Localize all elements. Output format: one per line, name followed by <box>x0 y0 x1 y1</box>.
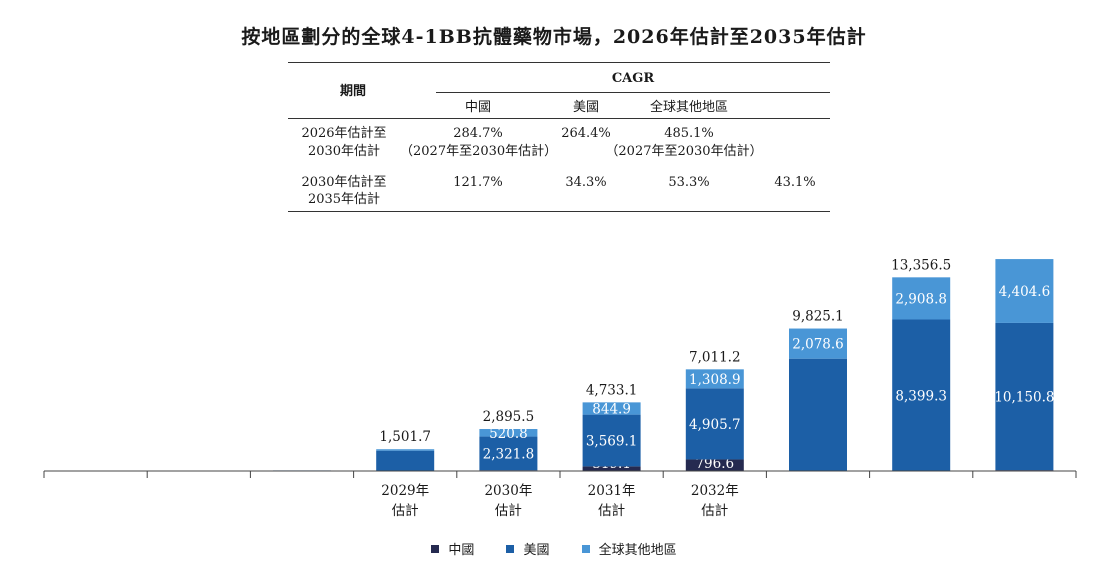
data-label-rest-6: 1,308.9 <box>689 372 741 388</box>
bar-usa-6 <box>685 388 744 460</box>
header-cagr: CAGR <box>611 71 655 86</box>
data-label-usa-5: 3,569.1 <box>586 433 638 449</box>
table-bottom-rule <box>288 211 830 212</box>
row2-total: 43.1% <box>774 175 816 190</box>
table-top-rule <box>288 62 830 63</box>
data-label-rest-9: 4,404.6 <box>999 284 1051 300</box>
legend: 中國 美國 全球其他地區 <box>0 539 1108 558</box>
row2-rest: 53.3% <box>668 175 710 190</box>
header-rest: 全球其他地區 <box>649 100 728 115</box>
data-label-usa-8: 8,399.3 <box>895 388 947 404</box>
bar-rest-9 <box>995 259 1054 323</box>
bar-rest-6 <box>685 369 744 389</box>
total-label-4: 2,895.5 <box>483 409 535 425</box>
x-tick-label-4-line2: 估計 <box>495 503 522 519</box>
bar-china-6 <box>685 459 744 471</box>
chart-title: 按地區劃分的全球4-1BB抗體藥物市場，2026年估計至2035年估計 <box>241 26 867 48</box>
header-usa: 美國 <box>572 100 599 115</box>
legend-item-rest: 全球其他地區 <box>581 539 677 558</box>
row1-rest: 485.1% <box>664 126 714 141</box>
table-header-rule <box>288 118 830 119</box>
cagr-table: 期間 CAGR 中國 美國 全球其他地區 2026年估計至 2030年估計 28… <box>288 62 830 212</box>
bar-china-5 <box>582 466 641 471</box>
data-label-china-6: 796.6 <box>695 456 734 472</box>
row2-period-l1: 2030年估計至 <box>301 175 387 190</box>
table-sub-rule <box>436 92 830 93</box>
x-tick-label-6-line2: 估計 <box>701 503 728 519</box>
total-label-5: 4,733.1 <box>586 382 638 398</box>
total-label-6: 7,011.2 <box>689 349 741 365</box>
legend-swatch-china <box>431 545 440 553</box>
row2-period-l2: 2035年估計 <box>307 192 381 207</box>
x-tick-label-4-line1: 2030年 <box>484 483 532 499</box>
bar-rest-3 <box>376 449 435 451</box>
legend-label-rest: 全球其他地區 <box>598 543 677 558</box>
total-label-8: 13,356.5 <box>891 257 951 273</box>
data-label-usa-4: 2,321.8 <box>483 446 535 462</box>
data-label-usa-6: 4,905.7 <box>689 417 741 433</box>
data-label-rest-7: 2,078.6 <box>792 337 844 353</box>
legend-label-china: 中國 <box>448 543 475 558</box>
row2-usa: 34.3% <box>565 175 607 190</box>
x-tick-label-5-line2: 估計 <box>598 503 625 519</box>
row1-china-note: （2027年至2030年估計） <box>400 144 558 159</box>
row1-rest-note: （2027年至2030年估計） <box>605 144 763 159</box>
header-china: 中國 <box>464 100 491 115</box>
legend-swatch-rest <box>581 545 590 553</box>
x-tick-label-5-line1: 2031年 <box>588 483 636 499</box>
bar-rest-5 <box>582 402 641 415</box>
legend-swatch-usa <box>506 545 515 553</box>
data-label-rest-5: 844.9 <box>592 401 631 417</box>
legend-label-usa: 美國 <box>523 543 550 558</box>
bar-usa-4 <box>479 436 538 471</box>
bar-rest-7 <box>789 328 847 359</box>
x-tick-label-6-line1: 2032年 <box>691 483 739 499</box>
bar-usa-3 <box>376 450 435 471</box>
x-tick-label-3-line1: 2029年 <box>381 483 429 499</box>
data-label-rest-8: 2,908.8 <box>895 291 947 307</box>
data-label-usa-9: 10,150.8 <box>994 390 1054 406</box>
header-period: 期間 <box>339 84 366 99</box>
legend-item-china: 中國 <box>431 539 474 558</box>
bar-usa-9 <box>995 322 1054 471</box>
bar-rest-8 <box>892 277 951 320</box>
total-label-7: 9,825.1 <box>792 309 844 325</box>
row1-period-l1: 2026年估計至 <box>301 126 387 141</box>
x-tick-label-3-line2: 估計 <box>392 503 419 519</box>
row1-china: 284.7% <box>453 126 503 141</box>
total-label-3: 1,501.7 <box>379 429 431 445</box>
bar-usa-7 <box>789 358 847 471</box>
legend-item-usa: 美國 <box>506 539 550 558</box>
row2-china: 121.7% <box>453 175 503 190</box>
row1-usa: 264.4% <box>561 126 611 141</box>
row1-period-l2: 2030年估計 <box>307 144 381 159</box>
bar-usa-8 <box>892 319 951 471</box>
data-label-rest-4: 520.8 <box>489 426 528 442</box>
bar-usa-5 <box>582 414 641 467</box>
bar-rest-4 <box>479 429 538 437</box>
